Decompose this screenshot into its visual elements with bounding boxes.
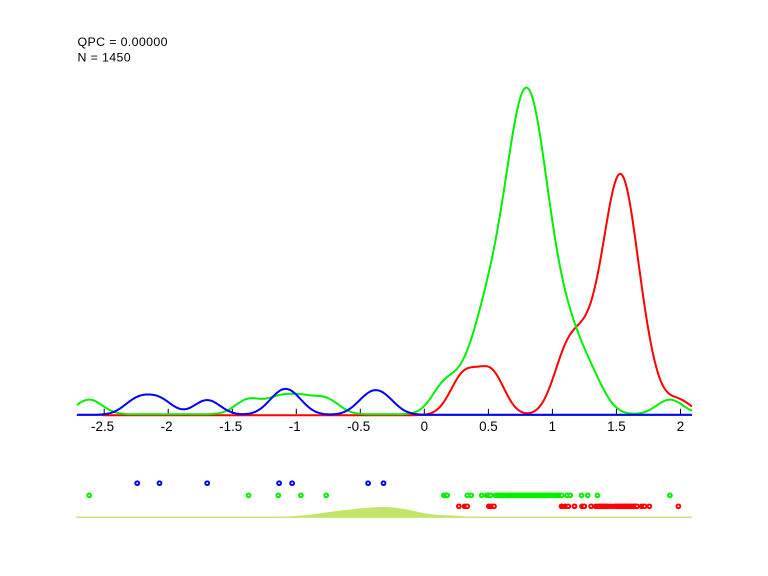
svg-text:-2.5: -2.5: [91, 419, 114, 434]
svg-text:-1: -1: [289, 419, 301, 434]
svg-text:0.5: 0.5: [479, 419, 498, 434]
svg-text:-1.5: -1.5: [219, 419, 242, 434]
svg-text:1.5: 1.5: [607, 419, 626, 434]
svg-text:0: 0: [421, 419, 428, 434]
svg-text:-0.5: -0.5: [347, 419, 370, 434]
svg-text:2: 2: [677, 419, 684, 434]
svg-text:-2: -2: [161, 419, 173, 434]
svg-text:QPC = 0.00000: QPC = 0.00000: [78, 35, 168, 49]
svg-text:1: 1: [549, 419, 556, 434]
svg-text:N = 1450: N = 1450: [78, 50, 131, 64]
